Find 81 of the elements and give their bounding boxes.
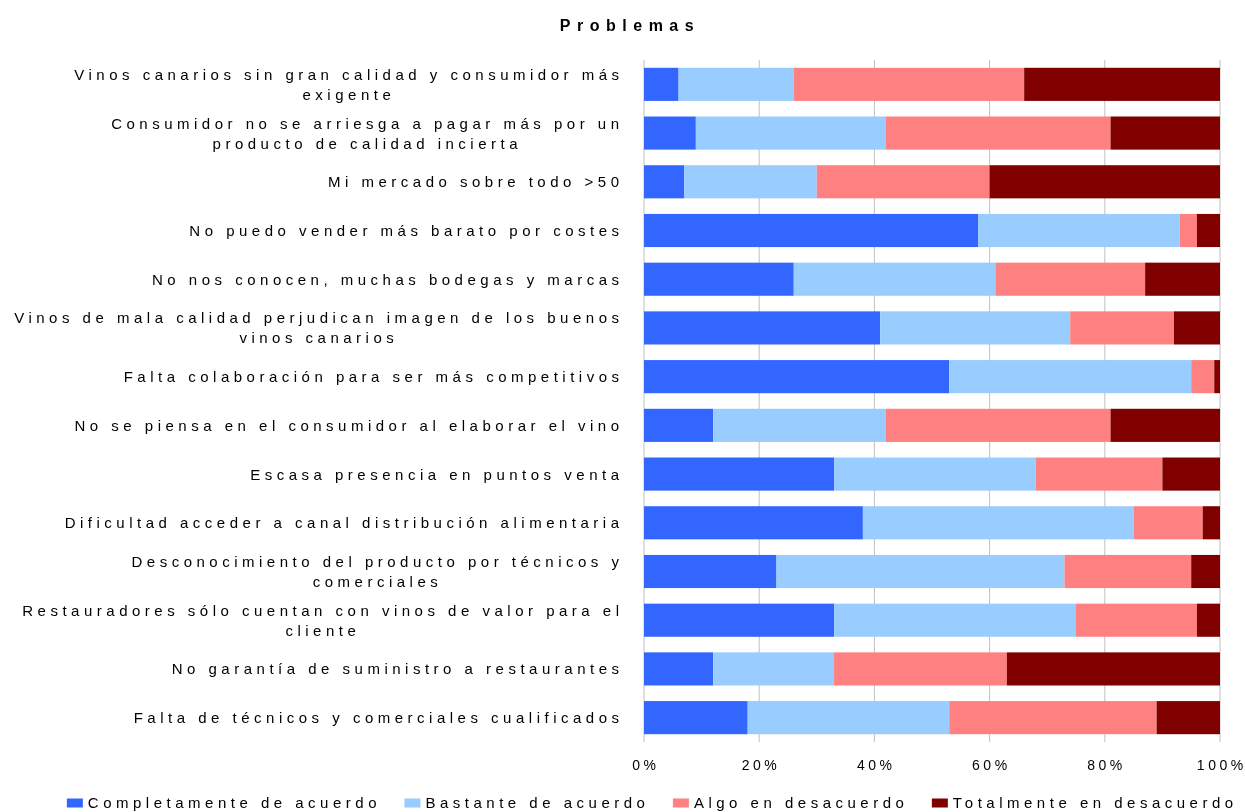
bar xyxy=(1064,554,1192,589)
legend-label: Totalmente en desacuerdo xyxy=(952,793,1238,811)
bar xyxy=(1202,506,1220,540)
bar xyxy=(995,262,1146,296)
bar xyxy=(644,652,714,686)
bar xyxy=(834,457,1036,491)
bar xyxy=(862,506,1134,540)
bar xyxy=(644,701,748,735)
bar xyxy=(793,67,1025,101)
bar xyxy=(1133,506,1203,540)
bar xyxy=(644,67,679,101)
bar xyxy=(644,116,696,150)
bar xyxy=(1196,603,1220,637)
y-tick-label: No nos conocen, muchas bodegas y marcas xyxy=(152,270,624,288)
x-tick-label: 0% xyxy=(632,757,660,773)
bar xyxy=(1214,360,1220,394)
bar xyxy=(885,408,1111,442)
bar xyxy=(747,701,950,735)
bar xyxy=(644,262,794,296)
chart-title: Problemas xyxy=(559,16,701,34)
y-tick-label: Mi mercado sobre todo >50 xyxy=(327,173,624,191)
bar xyxy=(644,165,685,199)
bar xyxy=(713,408,886,442)
bar xyxy=(1191,554,1220,589)
bar xyxy=(880,311,1071,345)
bar xyxy=(678,67,794,101)
x-tick-label: 20% xyxy=(741,757,781,773)
x-tick-label: 80% xyxy=(1087,757,1126,773)
bar xyxy=(949,360,1192,394)
x-tick-label: 40% xyxy=(856,757,896,773)
bar xyxy=(644,506,863,540)
bar xyxy=(1179,213,1197,248)
bar xyxy=(1156,701,1220,735)
y-tick-label: Restauradores sólo cuentan con vinos de valor para el cliente xyxy=(22,601,624,639)
y-tick-label: Consumidor no se arriesga a pagar más por un producto de calidad incierta xyxy=(111,114,624,152)
y-tick-label: Falta de técnicos y comerciales cualificados xyxy=(133,709,624,727)
legend-label: Algo en desacuerdo xyxy=(693,793,909,811)
bar xyxy=(644,457,835,491)
bar xyxy=(644,360,950,394)
bar xyxy=(695,116,886,150)
x-tick-label: 60% xyxy=(972,757,1011,773)
y-tick-label: Escasa presencia en puntos venta xyxy=(250,465,624,483)
bar xyxy=(1162,457,1220,491)
bar xyxy=(644,311,881,345)
bar xyxy=(644,213,979,248)
bar xyxy=(644,554,777,589)
legend-label: Bastante de acuerdo xyxy=(425,793,650,811)
bar xyxy=(1070,311,1174,345)
y-tick-label: No se piensa en el consumidor al elaborar el vino xyxy=(74,416,624,434)
y-tick-label: Vinos canarios sin gran calidad y consumidor más exigente xyxy=(74,65,624,103)
bar xyxy=(885,116,1111,150)
bar xyxy=(834,603,1076,637)
bar xyxy=(1076,603,1197,637)
x-tick-label: 100% xyxy=(1196,757,1245,773)
bar xyxy=(713,652,835,686)
y-tick-label: Falta colaboración para ser más competitivos xyxy=(123,368,624,386)
legend-label: Completamente de acuerdo xyxy=(87,793,381,811)
bar xyxy=(793,262,996,296)
bar xyxy=(1145,262,1220,296)
bar xyxy=(1191,360,1215,394)
bar xyxy=(776,554,1065,589)
y-tick-label: Desconocimiento del producto por técnicos y comerciales xyxy=(131,553,624,590)
y-tick-label: No puedo vender más barato por costes xyxy=(189,222,624,239)
bar xyxy=(989,165,1220,199)
y-tick-label: Vinos de mala calidad perjudican imagen de los buenos vinos canarios xyxy=(14,309,624,347)
bar xyxy=(644,603,835,637)
bar xyxy=(834,652,1007,686)
bar xyxy=(684,165,817,199)
bar xyxy=(1173,311,1220,345)
bar xyxy=(816,165,990,199)
bar xyxy=(1035,457,1163,491)
bar xyxy=(1110,116,1220,150)
bar xyxy=(1024,67,1220,101)
bar xyxy=(1006,652,1220,686)
bar xyxy=(978,213,1180,248)
y-tick-label: No garantía de suministro a restaurantes xyxy=(171,660,624,678)
bar xyxy=(949,701,1157,735)
bar xyxy=(644,408,714,442)
bar xyxy=(1110,408,1220,442)
y-tick-label: Dificultad acceder a canal distribución alimentaria xyxy=(64,514,624,532)
bar xyxy=(1196,213,1220,248)
